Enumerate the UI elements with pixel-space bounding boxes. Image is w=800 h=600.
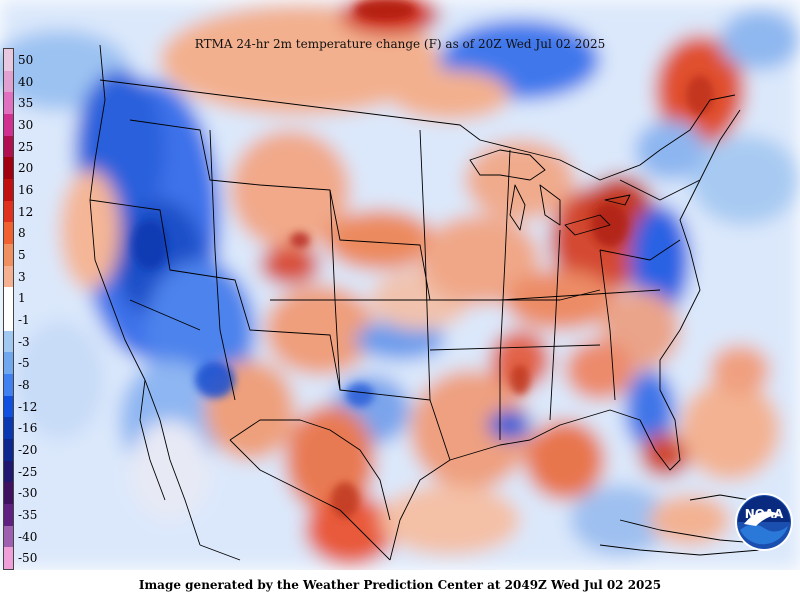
legend-label: -40	[18, 529, 38, 544]
legend-label: -5	[18, 356, 30, 371]
legend-swatch	[4, 135, 13, 158]
legend-label: 40	[18, 74, 34, 89]
color-legend: 50 40 35 30 25 20 16 12 8 5 3 1 -1 -3 -5 -8 -12 -16 -20 -25…	[3, 48, 37, 570]
legend-label: -35	[18, 507, 38, 522]
legend-label: 3	[18, 269, 26, 284]
legend-swatch	[4, 309, 13, 331]
legend-swatch	[4, 395, 13, 418]
legend-swatch	[4, 200, 13, 223]
footer-credit: Image generated by the Weather Predictio…	[138, 578, 662, 592]
noaa-logo-text: NOAA	[745, 507, 784, 521]
legend-swatch	[4, 114, 13, 136]
legend-label: -1	[18, 312, 30, 327]
temperature-field	[0, 0, 800, 570]
legend-swatch	[4, 92, 13, 115]
legend-swatch	[4, 352, 13, 375]
legend-swatch	[4, 157, 13, 180]
legend-swatch	[4, 439, 13, 461]
map-title: RTMA 24-hr 2m temperature change (F) as …	[194, 37, 606, 51]
legend-label: 8	[18, 226, 26, 241]
legend-label: -16	[18, 421, 38, 436]
legend-label: -25	[18, 464, 38, 479]
legend-label: -12	[18, 399, 38, 414]
legend-label: -20	[18, 442, 38, 457]
legend-swatch	[4, 417, 13, 440]
legend-label: -3	[18, 334, 30, 349]
legend-label: 12	[18, 204, 34, 219]
legend-label: 20	[18, 161, 34, 176]
legend-label: 50	[18, 52, 34, 67]
legend-swatch	[4, 222, 13, 245]
legend-swatch	[4, 547, 13, 570]
legend-label: 5	[18, 247, 26, 262]
legend-swatch	[4, 265, 13, 288]
legend-swatch	[4, 525, 13, 548]
legend-label: 25	[18, 139, 34, 154]
legend-swatch	[4, 244, 13, 266]
legend-swatch	[4, 504, 13, 526]
legend-swatch	[4, 460, 13, 483]
legend-swatch	[4, 49, 13, 71]
legend-label: 30	[18, 117, 34, 132]
legend-swatch	[4, 330, 13, 353]
legend-swatch	[4, 287, 13, 310]
legend-label: -50	[18, 551, 38, 566]
legend-label: 35	[18, 96, 34, 111]
legend-label: 16	[18, 182, 34, 197]
legend-swatch	[4, 374, 13, 396]
legend-swatch	[4, 179, 13, 201]
legend-label: -8	[18, 377, 30, 392]
legend-label: -30	[18, 486, 38, 501]
noaa-logo: NOAA	[735, 493, 793, 551]
legend-swatch	[4, 482, 13, 505]
legend-label: 1	[18, 291, 26, 306]
temperature-change-map	[0, 0, 800, 570]
boundary-lines	[89, 44, 781, 561]
legend-swatch	[4, 70, 13, 93]
